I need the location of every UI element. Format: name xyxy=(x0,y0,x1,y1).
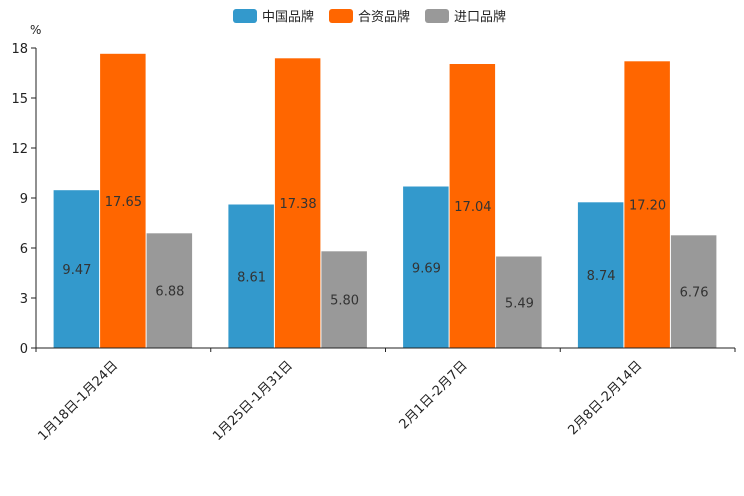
bar xyxy=(577,202,624,348)
y-tick-label: 15 xyxy=(11,92,28,107)
bar-value-label: 6.76 xyxy=(680,286,709,301)
x-axis: 1月18日-1月24日 1月25日-1月31日 2月1日-2月7日 2月8日-2月14… xyxy=(35,347,736,444)
bar xyxy=(670,235,717,348)
legend-label: 中国品牌 xyxy=(262,9,314,25)
legend-item: 合资品牌 xyxy=(329,9,410,25)
y-tick-label: 6 xyxy=(20,242,28,257)
bar-value-label: 17.65 xyxy=(105,195,142,210)
bar-value-label: 17.04 xyxy=(454,200,491,215)
y-tick-label: 3 xyxy=(20,292,28,307)
bar-value-label: 5.80 xyxy=(330,294,359,309)
bar xyxy=(228,204,274,348)
legend-item: 进口品牌 xyxy=(425,9,506,25)
bar xyxy=(100,53,146,349)
x-tick-label: 2月8日-2月14日 xyxy=(566,358,646,438)
bar xyxy=(449,64,496,348)
bar xyxy=(146,233,193,348)
bar xyxy=(321,251,367,348)
legend-swatch xyxy=(233,9,257,23)
legend-item: 中国品牌 xyxy=(233,9,314,25)
x-tick-label: 1月18日-1月24日 xyxy=(35,358,121,444)
legend: 中国品牌 合资品牌 进口品牌 xyxy=(233,9,506,25)
y-axis: 0 3 6 9 12 15 18 xyxy=(11,42,37,357)
legend-swatch xyxy=(425,9,449,23)
bar-value-label: 8.74 xyxy=(587,269,616,284)
y-tick-label: 9 xyxy=(20,192,28,207)
bar-value-label: 6.88 xyxy=(155,285,184,300)
y-tick-label: 12 xyxy=(11,142,28,157)
bar xyxy=(403,186,449,348)
bar-value-label: 17.20 xyxy=(629,199,666,214)
bar-value-label: 5.49 xyxy=(505,296,534,311)
bar-value-label: 8.61 xyxy=(237,270,266,285)
bars: 9.47 17.65 6.88 8.61 17.38 5.80 9.69 17.04 5.49 8… xyxy=(53,53,717,349)
legend-label: 合资品牌 xyxy=(358,9,410,25)
y-tick-label: 18 xyxy=(11,42,28,57)
y-tick-label: 0 xyxy=(20,342,28,357)
y-axis-unit-label: % xyxy=(30,23,41,37)
bar xyxy=(53,190,100,348)
bar-value-label: 9.47 xyxy=(62,263,91,278)
bar-value-label: 17.38 xyxy=(279,197,316,212)
x-tick-label: 2月1日-2月7日 xyxy=(397,358,471,432)
x-tick-label: 1月25日-1月31日 xyxy=(210,358,296,444)
bar xyxy=(496,256,542,348)
legend-label: 进口品牌 xyxy=(454,9,506,25)
bar xyxy=(274,58,321,349)
legend-swatch xyxy=(329,9,353,23)
bar-value-label: 9.69 xyxy=(412,261,441,276)
bar xyxy=(624,61,670,349)
